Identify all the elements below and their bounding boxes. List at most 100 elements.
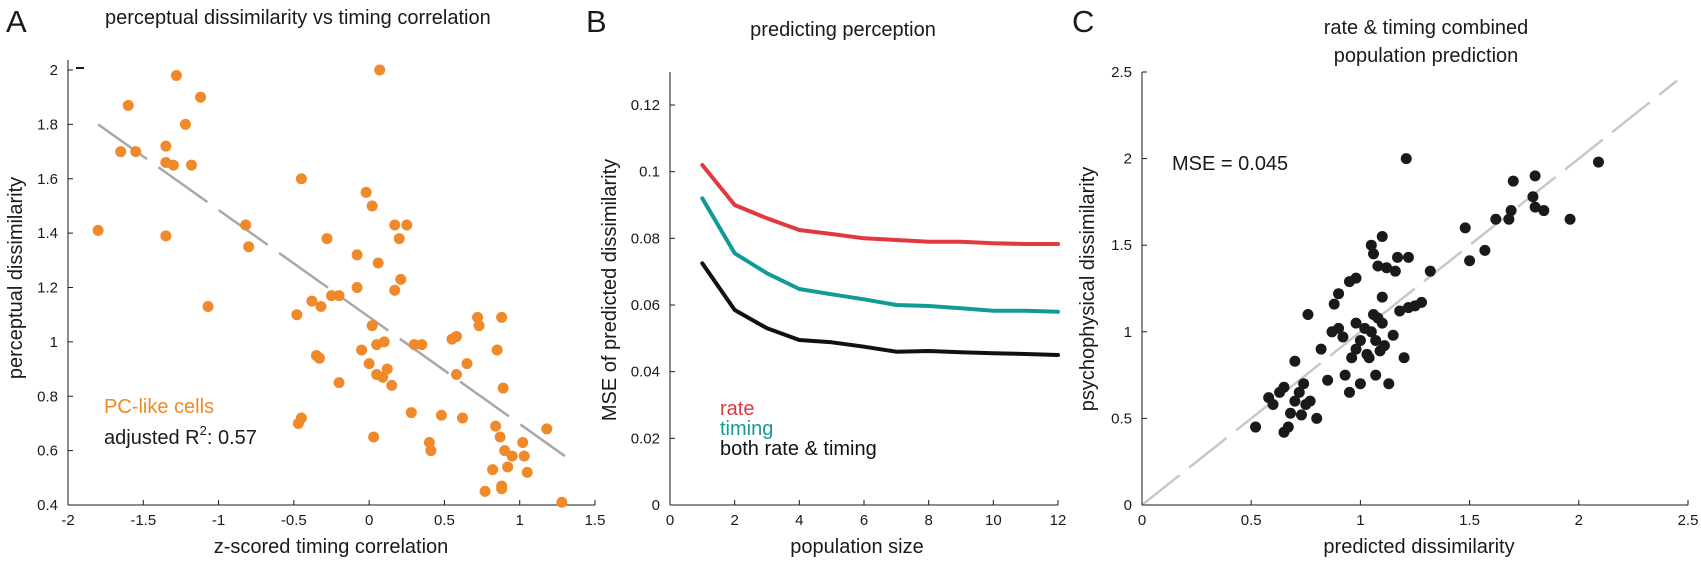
panel-a-legend-fit: adjusted R2: 0.57 [104, 423, 257, 449]
panel-c-x-tick-label: 0 [1138, 512, 1146, 529]
panel-b-y-tick-label: 0 [652, 497, 660, 514]
data-point [1295, 409, 1307, 421]
data-point [491, 344, 503, 356]
panel-a-x-tick-label: 0.5 [434, 512, 455, 529]
panel-b-y-tick-label: 0.12 [631, 97, 660, 114]
data-point [1464, 255, 1476, 267]
panel-b-y-tick-label: 0.08 [631, 230, 660, 247]
data-point [1354, 334, 1366, 346]
panel-b-x-tick-label: 12 [1050, 512, 1067, 529]
data-point [1529, 170, 1541, 182]
panel-c-y-tick-label: 2.5 [1111, 64, 1132, 81]
data-point [1370, 369, 1382, 381]
data-point [1398, 352, 1410, 364]
panel-a-y-tick-label: 0.6 [37, 443, 58, 460]
panel-a-y-tick-label: 0.4 [37, 497, 58, 514]
panel-a-x-tick-label: -0.5 [281, 512, 307, 529]
data-point [1365, 326, 1377, 338]
data-point [1416, 296, 1428, 308]
data-point [517, 436, 529, 448]
data-point [295, 173, 307, 185]
data-point [497, 382, 509, 394]
panel-b-x-tick-label: 10 [985, 512, 1002, 529]
data-point [160, 140, 172, 152]
data-point [315, 301, 327, 313]
data-point [1424, 265, 1436, 277]
panel-a-y-tick-label: 2 [50, 62, 58, 79]
panel-c-x-tick-label: 1 [1356, 512, 1364, 529]
data-point [170, 69, 182, 81]
data-point [1339, 369, 1351, 381]
data-point [461, 358, 473, 370]
panel-c-y-ticks: 0 0.5 1 1.5 2 2.5 [1111, 64, 1147, 514]
data-point [326, 290, 337, 302]
panel-b-x-tick-label: 8 [924, 512, 932, 529]
panel-a-x-tick-label: -1.5 [130, 512, 156, 529]
data-point [1376, 317, 1388, 329]
panel-a-scatter: A perceptual dissimilarity vs timing cor… [5, 4, 605, 558]
panel-c-x-tick-label: 0.5 [1241, 512, 1262, 529]
data-point [473, 320, 485, 332]
data-point [1505, 205, 1517, 217]
panel-c-y-tick-label: 1.5 [1111, 237, 1132, 254]
panel-a-letter: A [6, 4, 27, 39]
data-point [1346, 352, 1358, 364]
regression-line [97, 123, 566, 458]
data-point [1333, 322, 1345, 334]
data-point [389, 284, 401, 296]
panel-a-fit-prefix: adjusted R [104, 427, 200, 449]
data-point [1392, 251, 1404, 263]
panel-b-title: predicting perception [750, 19, 936, 41]
data-point [167, 159, 179, 171]
data-point [487, 464, 499, 476]
series-line-both [700, 261, 1060, 357]
panel-b-x-tick-label: 2 [730, 512, 738, 529]
data-point [356, 344, 368, 356]
series-line-rate [700, 163, 1060, 246]
panel-a-fit-value: : 0.57 [207, 427, 257, 449]
panel-b-y-tick-label: 0.02 [631, 430, 660, 447]
data-point [366, 200, 378, 212]
panel-a-y-tick-label: 1.2 [37, 280, 58, 297]
data-point [306, 295, 318, 307]
panel-b-x-tick-label: 6 [860, 512, 868, 529]
data-point [1527, 191, 1539, 203]
data-point [1383, 378, 1395, 390]
data-point [456, 412, 468, 424]
data-point [386, 379, 398, 391]
data-point [1350, 343, 1362, 355]
panel-a-y-label: perceptual dissimilarity [5, 177, 27, 379]
data-point [243, 241, 255, 253]
data-point [395, 273, 407, 285]
panel-a-y-ticks: 0.4 0.6 0.8 1 1.2 1.4 1.6 1.8 2 [37, 62, 73, 514]
panel-b-x-label: population size [790, 536, 923, 558]
data-point [1503, 213, 1515, 225]
data-point [179, 118, 191, 130]
data-point [378, 336, 390, 348]
panel-c-x-tick-label: 2 [1575, 512, 1583, 529]
data-point [313, 352, 325, 364]
panel-a-marks [92, 64, 568, 508]
data-point [490, 420, 502, 432]
panel-b-y-tick-label: 0.1 [639, 164, 660, 181]
panel-c-letter: C [1072, 4, 1094, 39]
data-point [1400, 153, 1412, 165]
data-point [1592, 156, 1604, 168]
panel-a-y-tick-label: 0.8 [37, 388, 58, 405]
data-point [366, 320, 378, 332]
data-point [423, 436, 435, 448]
data-point [450, 369, 462, 380]
identity-line [1141, 79, 1678, 506]
data-point [122, 99, 134, 111]
data-point [1282, 421, 1294, 433]
data-point [416, 339, 428, 351]
data-point [479, 485, 491, 497]
data-point [1389, 265, 1401, 277]
panel-a-fit-superscript: 2 [200, 423, 207, 438]
data-point [450, 330, 462, 342]
data-point [1381, 262, 1393, 274]
panel-b-x-tick-label: 4 [795, 512, 803, 529]
data-point [1363, 352, 1375, 364]
panel-a-y-tick-label: 1.8 [37, 116, 58, 133]
data-point [1350, 272, 1362, 284]
